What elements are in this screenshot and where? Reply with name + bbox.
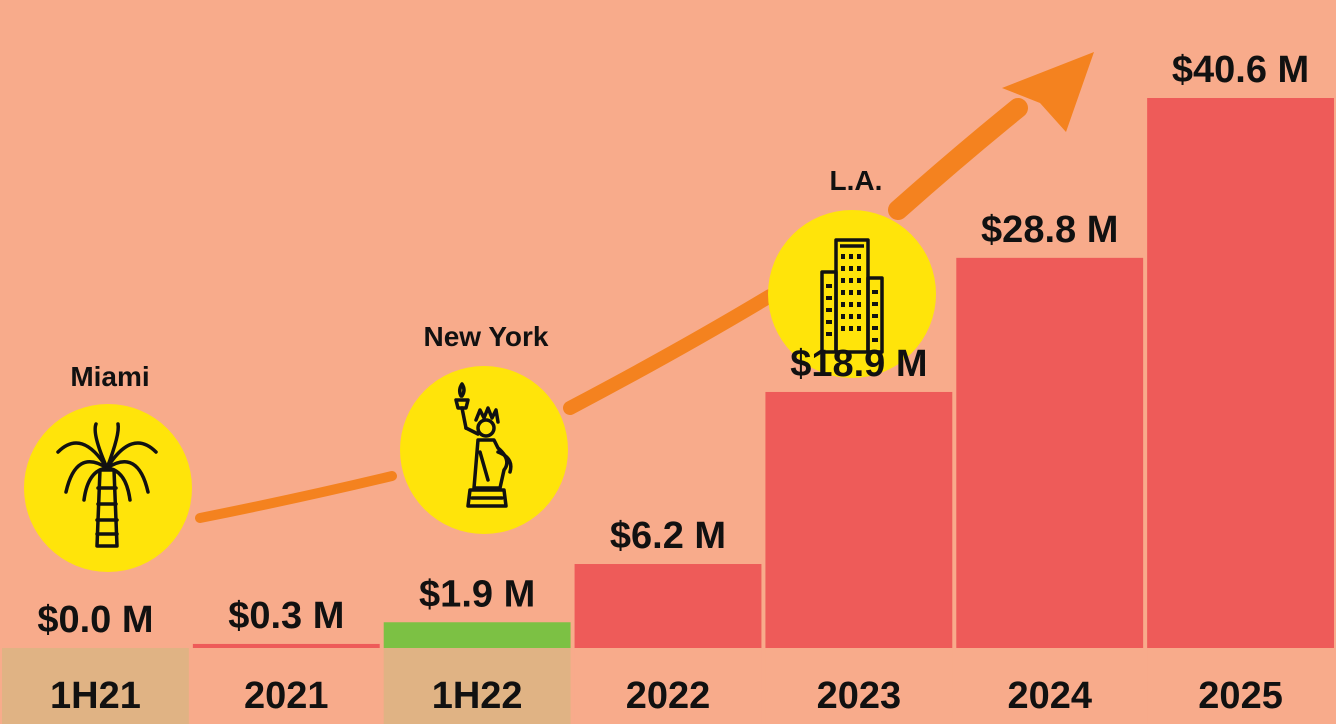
bars [192,98,1334,648]
growth-arrow [195,52,1094,523]
bar [1147,98,1334,648]
category-bands [2,648,1334,724]
bar-value-label: $0.3 M [228,595,344,637]
bar-value-label: $0.0 M [37,599,153,641]
bar-value-label: $28.8 M [981,209,1118,251]
bar [956,257,1144,648]
category-label: 1H21 [50,675,141,717]
annotation-label-miami: Miami [70,361,149,392]
category-labels: 1H21 2021 1H22 2022 2023 2024 2025 [50,675,1283,717]
annotation-label-la: L.A. [830,165,883,196]
annotation-label-new-york: New York [423,321,548,352]
category-label: 1H22 [432,675,523,717]
category-band [2,648,189,724]
category-band [1147,648,1334,724]
bar [574,564,762,648]
bar [765,391,953,648]
bar [192,643,380,648]
category-band [956,648,1144,724]
category-band [574,648,762,724]
skyscraper-icon [768,210,936,378]
bar-value-label: $1.9 M [419,573,535,615]
palm-tree-icon [24,404,192,572]
bar-value-label: $40.6 M [1172,49,1309,91]
category-label: 2021 [244,675,329,717]
value-labels: $0.0 M $0.3 M $1.9 M $6.2 M $18.9 M $28.8 M $4… [37,49,1309,641]
bar [383,622,571,648]
category-label: 2024 [1007,675,1092,717]
bar-value-label: $6.2 M [610,515,726,557]
category-band [383,648,571,724]
category-band [192,648,380,724]
category-label: 2025 [1198,675,1283,717]
statue-of-liberty-icon [400,366,568,534]
category-label: 2023 [817,675,902,717]
bar-value-label: $18.9 M [790,343,927,385]
category-label: 2022 [626,675,711,717]
category-band [765,648,953,724]
